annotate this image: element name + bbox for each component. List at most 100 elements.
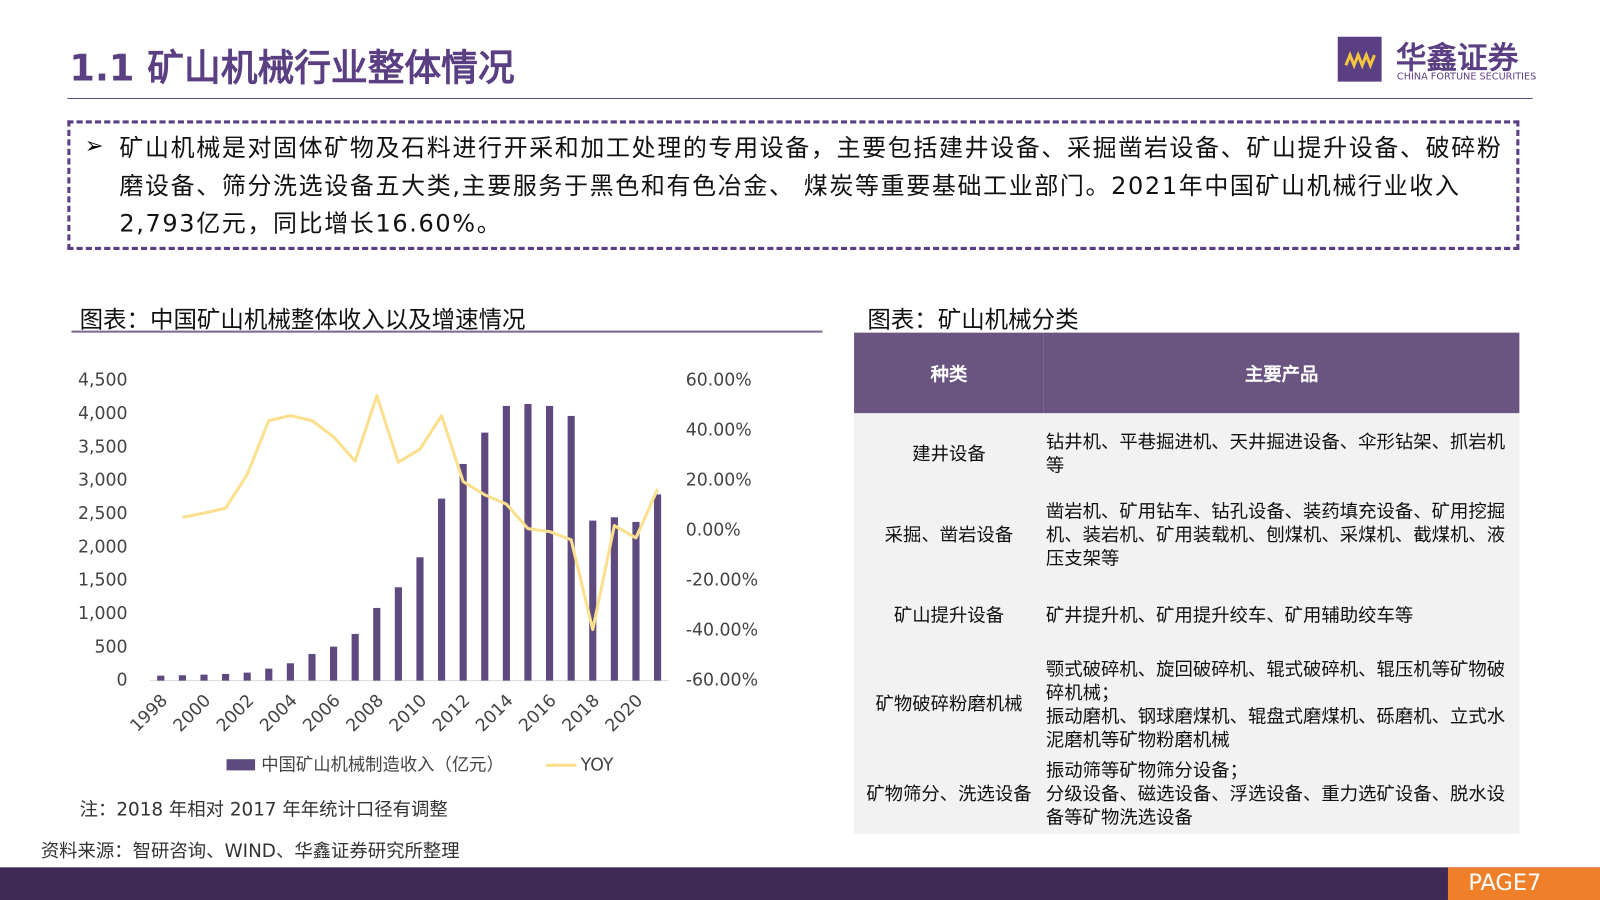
x-tick-label: 2002	[213, 691, 258, 736]
y-tick-label: 500	[94, 637, 127, 657]
table-header-row: 种类 主要产品	[854, 332, 1520, 414]
y-tick-label: 0	[117, 671, 128, 691]
bar	[632, 521, 640, 681]
bar	[416, 557, 424, 681]
bar	[653, 494, 662, 681]
page-number: PAGE7	[1447, 867, 1600, 900]
classification-table: 种类 主要产品 建井设备 钻井机、平巷掘进机、天井掘进设备、伞形钻架、抓岩机等 采掘…	[854, 332, 1520, 834]
bar	[502, 405, 510, 681]
chart-note: 注：2018 年相对 2017 年年统计口径有调整	[79, 798, 448, 821]
bar	[589, 520, 597, 681]
products-cell: 凿岩机、矿用钻车、钻孔设备、装药填充设备、矿用挖掘机、装岩机、矿用装载机、刨煤机…	[1043, 494, 1520, 576]
bar	[351, 633, 359, 681]
x-tick-label: 2012	[429, 691, 474, 736]
products-text: 分级设备、磁选设备、浮选设备、重力选矿设备、脱水设备等矿物洗选设备	[1045, 783, 1506, 829]
products-cell: 颚式破碎机、旋回破碎机、辊式破碎机、辊压机等矿物破碎机械； 振动磨机、钢球磨煤机、…	[1043, 655, 1520, 755]
bar	[567, 415, 575, 681]
category-cell: 矿物筛分、洗选设备	[854, 754, 1044, 834]
y-tick-label: 4,500	[78, 371, 128, 391]
y2-tick-label: -60.00%	[686, 671, 758, 691]
bar	[265, 668, 273, 681]
bar	[200, 674, 208, 681]
legend-label: 中国矿山机械制造收入（亿元）	[261, 755, 504, 775]
y2-tick-label: -40.00%	[686, 621, 758, 641]
bar	[394, 587, 402, 681]
products-cell: 钻井机、平巷掘进机、天井掘进设备、伞形钻架、抓岩机等	[1043, 413, 1520, 495]
x-tick-label: 2000	[170, 691, 215, 736]
category-cell: 建井设备	[854, 413, 1044, 495]
logo-name: 华鑫证券	[1395, 40, 1519, 77]
slide-title: 1.1 矿山机械行业整体情况	[69, 47, 515, 90]
x-tick-label: 2004	[256, 691, 301, 736]
y-tick-label: 4,000	[78, 404, 128, 424]
x-tick-label: 2016	[515, 691, 560, 736]
category-cell: 矿山提升设备	[854, 575, 1044, 656]
bar	[481, 432, 489, 681]
bar	[438, 498, 446, 681]
legend-label: YOY	[580, 755, 614, 775]
products-text: 颚式破碎机、旋回破碎机、辊式破碎机、辊压机等矿物破碎机械；	[1045, 658, 1506, 704]
x-tick-label: 2008	[343, 691, 388, 736]
x-tick-label: 1998	[127, 691, 172, 736]
table-row: 矿物破碎粉磨机械 颚式破碎机、旋回破碎机、辊式破碎机、辊压机等矿物破碎机械； 振动磨…	[854, 655, 1520, 755]
y-tick-label: 2,500	[78, 504, 128, 524]
bar	[308, 653, 316, 681]
y-tick-label: 1,000	[78, 604, 128, 624]
category-cell: 采掘、凿岩设备	[854, 494, 1044, 576]
chart-title-rule	[71, 330, 823, 333]
products-cell: 矿井提升机、矿用提升绞车、矿用辅助绞车等	[1043, 575, 1520, 656]
intro-text: 矿山机械是对固体矿物及石料进行开采和加工处理的专用设备，主要包括建井设备、采掘凿…	[119, 133, 1503, 238]
chart-title: 图表：中国矿山机械整体收入以及增速情况	[79, 307, 526, 334]
table-row: 矿物筛分、洗选设备 振动筛等矿物筛分设备； 分级设备、磁选设备、浮选设备、重力选矿设…	[854, 754, 1520, 834]
title-rule	[67, 97, 1533, 99]
intro-box: ➢ 矿山机械是对固体矿物及石料进行开采和加工处理的专用设备，主要包括建井设备、采…	[67, 120, 1520, 250]
y-tick-label: 1,500	[78, 571, 128, 591]
logo-graphic	[1344, 50, 1376, 70]
footer-bar	[0, 867, 1600, 900]
bar	[286, 663, 294, 681]
x-tick-label: 2020	[602, 691, 647, 736]
legend-swatch	[226, 759, 256, 771]
bar	[178, 675, 186, 681]
y2-tick-label: 20.00%	[686, 471, 752, 491]
bar	[243, 672, 251, 681]
y2-tick-label: 0.00%	[686, 521, 741, 541]
table-body: 建井设备 钻井机、平巷掘进机、天井掘进设备、伞形钻架、抓岩机等 采掘、凿岩设备 凿岩机…	[854, 413, 1520, 834]
table-header: 种类	[854, 332, 1044, 414]
source: 资料来源：智研咨询、WIND、华鑫证券研究所整理	[40, 840, 460, 863]
table-row: 采掘、凿岩设备 凿岩机、矿用钻车、钻孔设备、装药填充设备、矿用挖掘机、装岩机、矿用…	[854, 494, 1520, 576]
x-tick-label: 2010	[386, 691, 431, 736]
table-title: 图表：矿山机械分类	[867, 307, 1079, 334]
logo-subtitle: CHINA FORTUNE SECURITIES	[1396, 71, 1537, 83]
table-row: 矿山提升设备 矿井提升机、矿用提升绞车、矿用辅助绞车等	[854, 575, 1520, 656]
products-text: 振动磨机、钢球磨煤机、辊盘式磨煤机、砾磨机、立式水泥磨机等矿物粉磨机械	[1045, 705, 1506, 751]
chart: 0 500 1,000 1,500 2,000 2,500 3,000 3,500 4,000 4…	[78, 371, 758, 776]
x-tick-label: 2018	[559, 691, 604, 736]
logo-icon	[1337, 36, 1382, 82]
bar	[330, 646, 338, 681]
bar	[373, 607, 381, 681]
bar	[524, 403, 532, 681]
x-tick-label: 2014	[472, 691, 517, 736]
y2-tick-label: -20.00%	[686, 571, 758, 591]
y-tick-label: 3,000	[78, 471, 128, 491]
x-tick-label: 2006	[299, 691, 344, 736]
products-cell: 振动筛等矿物筛分设备； 分级设备、磁选设备、浮选设备、重力选矿设备、脱水设备等矿物…	[1043, 754, 1520, 834]
table-header: 主要产品	[1043, 332, 1520, 414]
products-text: 凿岩机、矿用钻车、钻孔设备、装药填充设备、矿用挖掘机、装岩机、矿用装载机、刨煤机…	[1045, 501, 1506, 570]
bar	[459, 463, 467, 681]
products-text: 振动筛等矿物筛分设备；	[1045, 759, 1248, 782]
y-tick-label: 3,500	[78, 437, 128, 457]
bar	[545, 405, 554, 681]
y2-tick-label: 40.00%	[686, 421, 752, 441]
bar	[610, 517, 618, 681]
products-text: 矿井提升机、矿用提升绞车、矿用辅助绞车等	[1045, 604, 1414, 627]
y2-tick-label: 60.00%	[686, 371, 752, 391]
products-text: 钻井机、平巷掘进机、天井掘进设备、伞形钻架、抓岩机等	[1045, 431, 1506, 477]
line	[182, 394, 659, 632]
bar	[157, 675, 165, 681]
bar	[222, 673, 230, 681]
y-tick-label: 2,000	[78, 537, 128, 557]
